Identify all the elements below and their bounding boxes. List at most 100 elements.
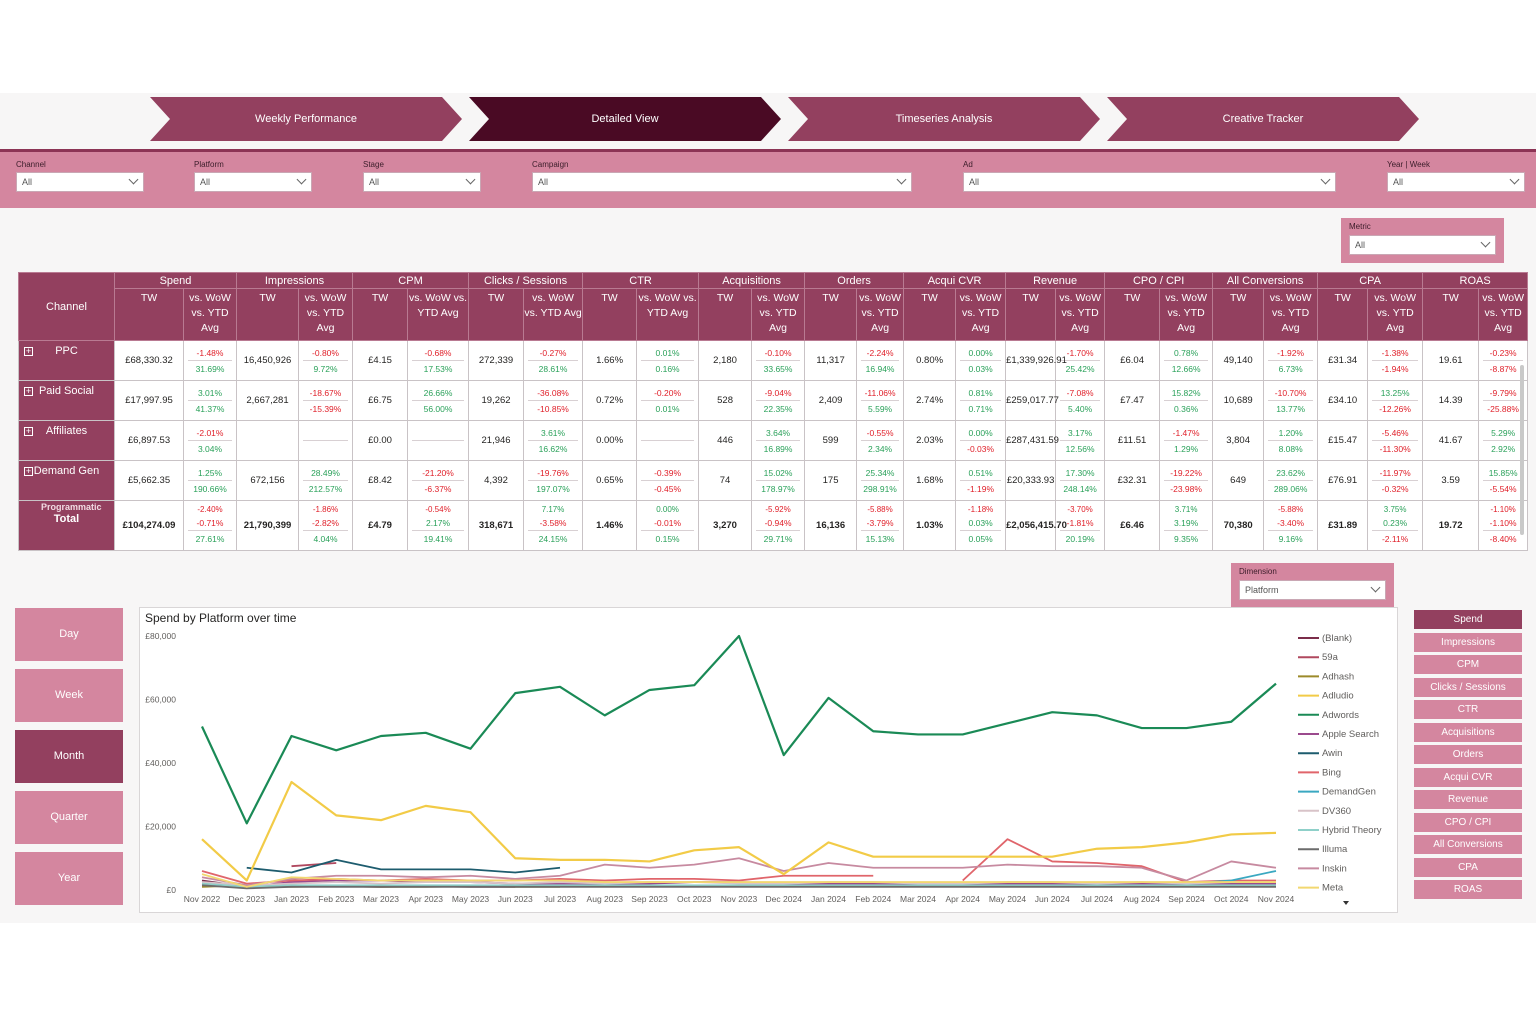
column-group-impressions[interactable]: Impressions: [235, 272, 354, 289]
comparison-cell: -5.88% -3.40% 9.16%: [1263, 500, 1319, 551]
period-button-week[interactable]: Week: [15, 669, 123, 722]
channel-column-header[interactable]: Channel: [18, 272, 115, 341]
tw-column-header[interactable]: TW: [1212, 288, 1265, 341]
nav-tab-weekly-performance[interactable]: Weekly Performance: [150, 97, 462, 141]
tw-column-header[interactable]: TW: [1317, 288, 1369, 341]
metric-button-clicks-sessions[interactable]: Clicks / Sessions: [1414, 677, 1522, 697]
comparison-column-header[interactable]: vs. WoW vs. YTD Avg: [1159, 288, 1214, 341]
legend-label-dv360: DV360: [1322, 806, 1351, 817]
column-group-roas[interactable]: ROAS: [1422, 272, 1529, 289]
tw-column-header[interactable]: TW: [903, 288, 957, 341]
ad-dropdown[interactable]: All: [963, 172, 1336, 192]
platform-dropdown-value: All: [200, 177, 211, 187]
metric-button-revenue[interactable]: Revenue: [1414, 790, 1522, 809]
campaign-dropdown[interactable]: All: [532, 172, 912, 192]
comparison-column-header[interactable]: vs. WoW vs. YTD Avg: [1263, 288, 1319, 341]
tw-column-header[interactable]: TW: [1104, 288, 1161, 341]
comparison-column-header[interactable]: vs. WoW vs. YTD Avg: [1478, 288, 1529, 341]
column-group-all-conversions[interactable]: All Conversions: [1212, 272, 1319, 289]
ytd-change: -10.85%: [537, 403, 569, 414]
comparison-column-header[interactable]: vs. WoW vs. YTD Avg: [183, 288, 237, 341]
period-button-quarter[interactable]: Quarter: [15, 791, 123, 844]
wow-change: 0.00%: [960, 345, 1002, 361]
column-group-cpm[interactable]: CPM: [352, 272, 470, 289]
dimension-dropdown[interactable]: Platform: [1239, 580, 1386, 600]
metric-button-acqui-cvr[interactable]: Acqui CVR: [1414, 767, 1522, 787]
nav-tab-detailed-view[interactable]: Detailed View: [469, 97, 781, 141]
column-group-spend[interactable]: Spend: [114, 272, 237, 289]
comparison-column-header[interactable]: vs. WoW vs. YTD Avg: [955, 288, 1007, 341]
metric-button-acquisitions[interactable]: Acquisitions: [1414, 722, 1522, 742]
metric-button-spend[interactable]: Spend: [1414, 610, 1522, 629]
ytd-change: 0.71%: [968, 403, 993, 414]
metric-button-all-conversions[interactable]: All Conversions: [1414, 835, 1522, 854]
expand-icon[interactable]: +: [24, 466, 33, 476]
period-button-month[interactable]: Month: [15, 730, 123, 783]
partial-row-value: -5.88%: [1277, 504, 1304, 514]
tw-value: £0.00: [352, 420, 409, 461]
metric-button-orders[interactable]: Orders: [1414, 745, 1522, 764]
comparison-cell: -5.46% -11.30%: [1367, 420, 1424, 461]
tw-value: 0.00%: [582, 420, 638, 461]
platform-dropdown[interactable]: All: [194, 172, 312, 192]
metric-button-roas[interactable]: ROAS: [1414, 880, 1522, 899]
tw-value: 11,317: [804, 340, 858, 381]
metric-button-cpm[interactable]: CPM: [1414, 655, 1522, 674]
comparison-column-header[interactable]: vs. WoW vs. YTD Avg: [297, 288, 354, 341]
matrix-scrollbar[interactable]: [1520, 365, 1524, 535]
tw-column-header[interactable]: TW: [804, 288, 858, 341]
column-group-clicks-sessions[interactable]: Clicks / Sessions: [468, 272, 584, 289]
comparison-column-header[interactable]: vs. WoW vs. YTD Avg: [856, 288, 905, 341]
metric-button-cpo-cpi[interactable]: CPO / CPI: [1414, 812, 1522, 832]
comparison-column-header[interactable]: vs. WoW vs. YTD Avg: [523, 288, 584, 341]
tw-value: 4,392: [468, 460, 525, 501]
tw-column-header[interactable]: TW: [236, 288, 299, 341]
comparison-column-header[interactable]: vs. WoW vs. YTD Avg: [751, 288, 806, 341]
column-group-ctr[interactable]: CTR: [582, 272, 700, 289]
period-button-day[interactable]: Day: [15, 608, 123, 661]
column-group-orders[interactable]: Orders: [804, 272, 905, 289]
column-group-acqui-cvr[interactable]: Acqui CVR: [903, 272, 1007, 289]
series-line-59a: [291, 862, 337, 868]
metric-dropdown[interactable]: All: [1349, 235, 1496, 255]
tw-column-header[interactable]: TW: [1422, 288, 1480, 341]
comparison-column-header[interactable]: vs. WoW vs. YTD Avg: [1055, 288, 1106, 341]
legend-more-arrow-icon[interactable]: [1343, 901, 1349, 905]
tw-column-header[interactable]: TW: [698, 288, 753, 341]
expand-icon[interactable]: +: [24, 346, 33, 356]
tw-column-header[interactable]: TW: [468, 288, 525, 341]
metric-button-impressions[interactable]: Impressions: [1414, 632, 1522, 652]
comparison-cell: -0.20% 0.01%: [636, 380, 700, 421]
column-group-cpo-cpi[interactable]: CPO / CPI: [1104, 272, 1214, 289]
tw-column-header[interactable]: TW: [352, 288, 409, 341]
comparison-column-header[interactable]: vs. WoW vs. YTD Avg: [636, 288, 700, 341]
year-week-dropdown[interactable]: All: [1387, 172, 1525, 192]
dimension-slicer-label: Dimension: [1239, 567, 1277, 576]
nav-tab-creative-tracker[interactable]: Creative Tracker: [1107, 97, 1419, 141]
wow-change: 3.19%: [1164, 515, 1209, 531]
channel-dropdown[interactable]: All: [16, 172, 144, 192]
stage-dropdown[interactable]: All: [363, 172, 481, 192]
column-group-revenue[interactable]: Revenue: [1005, 272, 1106, 289]
comparison-column-header[interactable]: vs. WoW vs. YTD Avg: [407, 288, 470, 341]
comparison-column-header[interactable]: vs. WoW vs. YTD Avg: [1367, 288, 1424, 341]
wow-change: -2.82%: [303, 515, 349, 531]
period-button-year[interactable]: Year: [15, 852, 123, 905]
wow-change: 3.01%: [188, 385, 232, 401]
expand-icon[interactable]: +: [24, 426, 33, 436]
tw-column-header[interactable]: TW: [1005, 288, 1057, 341]
tw-column-header[interactable]: TW: [582, 288, 638, 341]
wow-change: [641, 425, 695, 441]
channel-label: Total: [53, 513, 80, 525]
column-group-acquisitions[interactable]: Acquisitions: [698, 272, 806, 289]
metric-button-cpa[interactable]: CPA: [1414, 857, 1522, 877]
comparison-cell: -1.48% 31.69%: [183, 340, 237, 381]
tw-column-header[interactable]: TW: [114, 288, 184, 341]
partial-row-value: -5.92%: [765, 504, 791, 514]
metric-button-ctr[interactable]: CTR: [1414, 700, 1522, 719]
nav-tab-timeseries-analysis[interactable]: Timeseries Analysis: [788, 97, 1100, 141]
tw-value: 2,180: [698, 340, 753, 381]
expand-icon[interactable]: +: [24, 386, 33, 396]
wow-change: 0.51%: [960, 465, 1002, 481]
column-group-cpa[interactable]: CPA: [1317, 272, 1424, 289]
